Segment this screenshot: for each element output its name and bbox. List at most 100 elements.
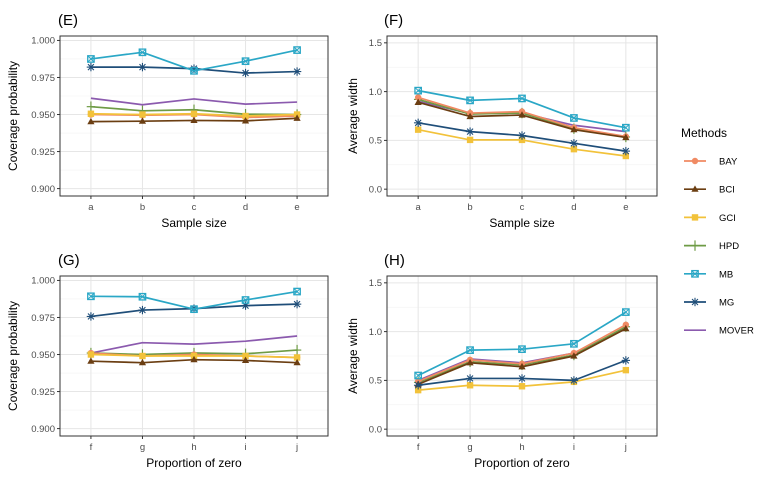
data-point-bci <box>190 116 198 124</box>
x-tick-label: d <box>243 202 248 213</box>
x-tick-label: c <box>520 202 525 213</box>
panel-tag: (G) <box>58 252 80 269</box>
data-point-mg <box>86 312 96 321</box>
data-point-mg-ray <box>570 139 578 147</box>
data-point-gci <box>190 110 198 117</box>
series-mg <box>413 356 631 390</box>
data-point-mb-d2 <box>138 48 147 56</box>
data-point-mg <box>465 127 475 136</box>
data-point-mb <box>87 55 95 63</box>
data-point-mb <box>570 339 578 348</box>
x-axis-title: Proportion of zero <box>146 456 242 470</box>
data-point-bci <box>241 356 250 364</box>
data-point-mb-box <box>241 57 250 66</box>
data-point-mb <box>570 114 578 122</box>
y-tick-label: 0.5 <box>369 376 382 387</box>
y-tick-label: 0.5 <box>369 136 382 147</box>
data-point-mb-box <box>518 345 526 354</box>
series-bci <box>414 324 630 387</box>
data-point-mb <box>466 346 474 354</box>
data-point-mb <box>414 371 423 380</box>
data-point-gci <box>87 110 95 117</box>
data-point-mb-box <box>466 96 474 105</box>
x-tick-label: g <box>140 442 145 453</box>
legend-item-hpd: HPD <box>684 240 739 252</box>
x-tick-label: i <box>573 442 575 453</box>
data-point-mb-box <box>87 55 95 63</box>
panel-f: 0.0 0.5 1.0 1.5 a b c d e Sample size Average widt… <box>346 12 658 230</box>
legend-key-marker-d2 <box>691 270 699 278</box>
legend-label: MG <box>719 298 734 309</box>
y-tick-label: 0.0 <box>369 424 382 435</box>
panel-tag: (E) <box>58 12 78 29</box>
data-point-bci <box>87 357 95 364</box>
data-point-bay <box>414 94 422 101</box>
y-tick-label: 0.975 <box>31 313 55 324</box>
data-point-mb <box>621 123 630 132</box>
series-bci <box>87 114 301 125</box>
data-point-bci <box>466 112 474 120</box>
data-point-mb-box <box>138 48 147 57</box>
data-point-mg <box>413 381 423 390</box>
data-point-gci <box>293 354 301 361</box>
data-point-mb-box <box>293 46 301 54</box>
data-point-mb <box>87 292 95 301</box>
data-point-mb <box>293 287 301 296</box>
data-point-mb-box <box>87 292 95 301</box>
x-tick-label: e <box>294 202 299 213</box>
x-axis-title: Proportion of zero <box>474 456 570 470</box>
data-point-mb-d2 <box>241 57 250 65</box>
data-point-gci <box>518 383 526 390</box>
data-point-mb-d2 <box>518 94 526 102</box>
data-point-mg <box>621 356 631 365</box>
data-point-gci <box>622 366 630 374</box>
series-line-mover <box>90 335 298 354</box>
data-point-mb-box <box>570 114 578 122</box>
legend-label: HPD <box>719 241 739 252</box>
series-bci <box>87 355 301 366</box>
data-point-bci <box>622 324 630 332</box>
x-tick-label: b <box>467 202 472 213</box>
data-point-mb-box <box>570 339 578 348</box>
data-point-mb <box>138 48 147 57</box>
data-point-mg-ray <box>622 357 630 364</box>
data-point-mb-d2 <box>622 308 630 316</box>
data-point-bci <box>570 125 578 133</box>
y-tick-label: 0.0 <box>369 184 382 195</box>
legend-item-mover: MOVER <box>684 326 754 337</box>
data-point-mb-d2 <box>87 55 95 63</box>
data-point-mg <box>86 62 96 72</box>
series-mover <box>90 335 298 354</box>
data-point-bci <box>190 355 198 363</box>
x-tick-label: e <box>623 202 628 213</box>
legend-key-marker <box>690 297 700 307</box>
series-gci <box>414 126 630 160</box>
data-point-mb-box <box>190 66 198 75</box>
x-tick-label: c <box>192 202 197 213</box>
y-tick-label: 1.0 <box>369 87 382 98</box>
y-tick-label: 1.5 <box>369 38 382 49</box>
data-point-mg-ray <box>87 63 95 71</box>
data-point-bci <box>570 352 578 359</box>
legend-title: Methods <box>681 126 727 140</box>
data-point-mg <box>413 118 423 128</box>
data-point-mb-d2 <box>622 124 630 132</box>
y-tick-label: 1.000 <box>31 36 55 47</box>
legend-key-marker <box>691 185 699 192</box>
y-tick-label: 0.950 <box>31 350 55 361</box>
legend-key-marker-ray <box>691 298 699 306</box>
data-point-bci <box>87 117 95 125</box>
data-point-mb-d2 <box>190 67 198 75</box>
series-mb <box>87 46 301 75</box>
data-point-mg-ray <box>518 132 526 139</box>
data-point-mg-ray <box>293 68 301 75</box>
x-axis-title: Sample size <box>161 216 227 230</box>
data-point-bci <box>414 98 422 105</box>
data-point-mg-ray <box>518 375 526 382</box>
legend-item-gci: GCI <box>684 213 736 224</box>
data-point-mg <box>292 299 302 309</box>
data-point-mg <box>465 374 475 383</box>
data-point-gci <box>414 386 422 394</box>
legend-key-marker <box>691 214 699 221</box>
data-point-gci <box>414 126 422 133</box>
